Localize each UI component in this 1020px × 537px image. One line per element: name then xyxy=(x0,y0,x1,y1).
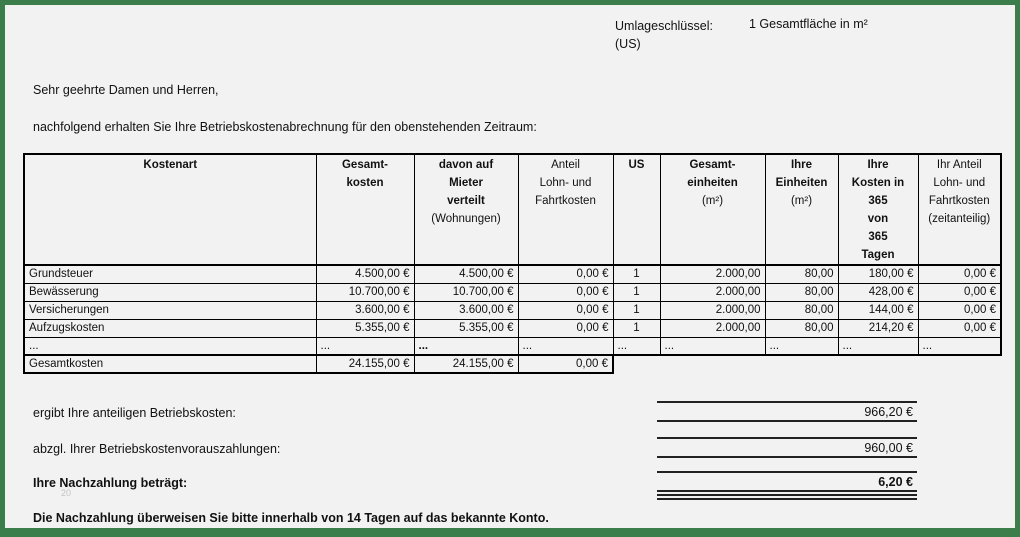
header-normal-text: (m²) xyxy=(790,195,813,207)
cell-gesamteinheiten: 2.000,00 xyxy=(659,300,766,320)
cell-us: 1 xyxy=(612,318,661,338)
costs-table: Kostenart Gesamt- kosten davon auf Miete… xyxy=(23,153,1002,374)
cell-kostenart: Aufzugskosten xyxy=(23,318,317,338)
summary-value-betriebskosten: 966,20 € xyxy=(657,401,917,422)
header-normal-text: Anteil Lohn- und Fahrtkosten xyxy=(535,159,596,207)
cell-anteil-lohnkosten: 0,00 € xyxy=(517,264,614,284)
allocation-key-value: 1 Gesamtfläche in m² xyxy=(749,17,868,31)
col-header-gesamtkosten: Gesamt- kosten xyxy=(315,153,415,266)
cell-gesamtkosten: 10.700,00 € xyxy=(315,282,415,302)
cell-kostenart: Bewässerung xyxy=(23,282,317,302)
summary-label-betriebskosten: ergibt Ihre anteiligen Betriebskosten: xyxy=(33,406,236,420)
cell-us: ... xyxy=(612,336,661,356)
payment-instruction-text: Die Nachzahlung überweisen Sie bitte inn… xyxy=(33,511,549,525)
cell-davon-mieter: 3.600,00 € xyxy=(413,300,519,320)
header-normal-text: Ihr Anteil Lohn- und Fahrtkosten (zeitan… xyxy=(928,159,991,225)
header-bold-text: Ihre Einheiten xyxy=(775,159,828,189)
cell-kostenart: ... xyxy=(23,336,317,356)
table-row-gesamtkosten: Gesamtkosten 24.155,00 € 24.155,00 € 0,0… xyxy=(23,354,1001,374)
cell-ihre-einheiten: 80,00 xyxy=(764,300,839,320)
summary-value-nachzahlung: 6,20 € xyxy=(657,471,917,492)
cell-davon-mieter: 10.700,00 € xyxy=(413,282,519,302)
table-row-aufzugskosten: Aufzugskosten 5.355,00 € 5.355,00 € 0,00… xyxy=(23,318,1002,338)
cell-gesamtkosten: 3.600,00 € xyxy=(315,300,415,320)
cell-anteil-lohnkosten: 0,00 € xyxy=(517,282,614,302)
header-normal-text: (Wohnungen) xyxy=(431,213,501,225)
summary-label-nachzahlung: Ihre Nachzahlung beträgt: xyxy=(33,476,188,490)
cell-anteil-lohnkosten: ... xyxy=(517,336,614,356)
cell-empty-filler xyxy=(613,355,1001,373)
cell-gesamteinheiten: 2.000,00 xyxy=(659,318,766,338)
cell-gesamteinheiten: 2.000,00 xyxy=(659,264,766,284)
header-normal-text: (m²) xyxy=(701,195,724,207)
cell-kostenart: Grundsteuer xyxy=(23,264,317,284)
cell-gesamtkosten: 5.355,00 € xyxy=(315,318,415,338)
col-header-davon-mieter: davon auf Mieter verteilt (Wohnungen) xyxy=(413,153,519,266)
header-bold-text: Kostenart xyxy=(143,159,198,171)
allocation-key-label: Umlageschlüssel: (US) xyxy=(615,19,713,51)
cell-anteil-lohnkosten: 0,00 € xyxy=(517,300,614,320)
cell-ihre-kosten: 144,00 € xyxy=(837,300,919,320)
cell-ihre-einheiten: 80,00 xyxy=(764,318,839,338)
cell-ihr-anteil: 0,00 € xyxy=(917,282,1002,302)
cell-ihr-anteil: 0,00 € xyxy=(917,264,1002,284)
cell-anteil-lohnkosten: 0,00 € xyxy=(517,318,614,338)
cell-gesamtkosten: 24.155,00 € xyxy=(315,354,415,374)
cell-ihre-einheiten: 80,00 xyxy=(764,264,839,284)
col-header-ihr-anteil: Ihr Anteil Lohn- und Fahrtkosten (zeitan… xyxy=(917,153,1002,266)
watermark-text: 20 xyxy=(61,488,72,498)
summary-label-vorauszahlungen: abzgl. Ihrer Betriebskostenvorauszahlung… xyxy=(33,442,281,456)
header-bold-text: US xyxy=(628,159,645,171)
cell-anteil-lohnkosten: 0,00 € xyxy=(517,354,614,374)
col-header-gesamteinheiten: Gesamt- einheiten (m²) xyxy=(659,153,766,266)
col-header-ihre-kosten: Ihre Kosten in 365 von 365 Tagen xyxy=(837,153,919,266)
cell-ihr-anteil: 0,00 € xyxy=(917,318,1002,338)
col-header-us: US xyxy=(612,153,661,266)
cell-ihre-kosten: ... xyxy=(837,336,919,356)
cell-davon-mieter: ... xyxy=(413,336,519,356)
cell-gesamteinheiten: ... xyxy=(659,336,766,356)
cell-davon-mieter: 5.355,00 € xyxy=(413,318,519,338)
cell-kostenart: Gesamtkosten xyxy=(23,354,317,374)
table-row-bewaesserung: Bewässerung 10.700,00 € 10.700,00 € 0,00… xyxy=(23,282,1002,302)
col-header-kostenart: Kostenart xyxy=(23,153,317,266)
cell-ihre-einheiten: ... xyxy=(764,336,839,356)
summary-value-vorauszahlungen: 960,00 € xyxy=(657,437,917,458)
table-row-versicherungen: Versicherungen 3.600,00 € 3.600,00 € 0,0… xyxy=(23,300,1002,320)
header-bold-text: Gesamt- einheiten xyxy=(687,159,738,189)
cell-gesamteinheiten: 2.000,00 xyxy=(659,282,766,302)
header-bold-text: davon auf Mieter verteilt xyxy=(438,159,494,207)
cell-ihr-anteil: 0,00 € xyxy=(917,300,1002,320)
cell-ihre-kosten: 428,00 € xyxy=(837,282,919,302)
cell-davon-mieter: 4.500,00 € xyxy=(413,264,519,284)
cell-kostenart: Versicherungen xyxy=(23,300,317,320)
table-row-ellipsis: ... ... ... ... ... ... ... ... ... xyxy=(23,336,1002,356)
table-row-grundsteuer: Grundsteuer 4.500,00 € 4.500,00 € 0,00 €… xyxy=(23,264,1002,284)
cell-ihre-kosten: 180,00 € xyxy=(837,264,919,284)
header-bold-text: Ihre Kosten in 365 von 365 Tagen xyxy=(851,159,905,261)
col-header-anteil-lohnkosten: Anteil Lohn- und Fahrtkosten xyxy=(517,153,614,266)
cell-ihre-kosten: 214,20 € xyxy=(837,318,919,338)
col-header-ihre-einheiten: Ihre Einheiten (m²) xyxy=(764,153,839,266)
header-bold-text: Gesamt- kosten xyxy=(341,159,389,189)
cell-ihre-einheiten: 80,00 xyxy=(764,282,839,302)
total-double-rule xyxy=(657,494,917,500)
cell-davon-mieter: 24.155,00 € xyxy=(413,354,519,374)
intro-text: nachfolgend erhalten Sie Ihre Betriebsko… xyxy=(33,120,537,134)
cell-ihr-anteil: ... xyxy=(917,336,1002,356)
cell-us: 1 xyxy=(612,264,661,284)
cell-gesamtkosten: ... xyxy=(315,336,415,356)
cell-gesamtkosten: 4.500,00 € xyxy=(315,264,415,284)
table-header-row: Kostenart Gesamt- kosten davon auf Miete… xyxy=(23,153,1002,266)
cell-us: 1 xyxy=(612,282,661,302)
cell-us: 1 xyxy=(612,300,661,320)
greeting-text: Sehr geehrte Damen und Herren, xyxy=(33,83,219,97)
